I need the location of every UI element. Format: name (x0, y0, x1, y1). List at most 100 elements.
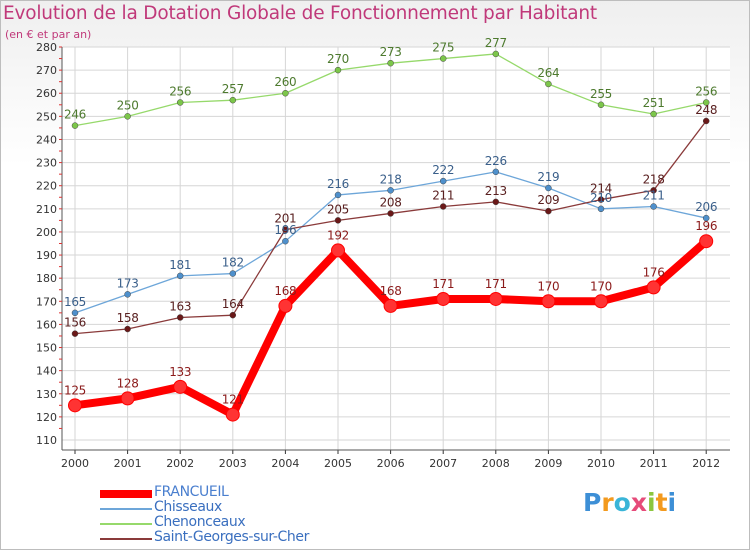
data-point (439, 177, 447, 185)
legend-item: Chenonceaux (100, 514, 400, 531)
data-point (702, 99, 710, 106)
legend-swatch (100, 508, 152, 510)
y-tick-label: 160 (36, 318, 57, 331)
data-label: 256 (695, 84, 717, 98)
data-label: 173 (117, 276, 139, 290)
x-tick-label: 2008 (482, 457, 510, 470)
data-point (282, 237, 289, 245)
data-label: 121 (222, 393, 244, 407)
data-label: 219 (537, 170, 559, 184)
data-label: 171 (485, 277, 507, 291)
legend-swatch (100, 490, 152, 498)
data-point (597, 196, 605, 203)
data-point (702, 117, 710, 125)
data-label: 168 (380, 284, 402, 298)
data-point (229, 96, 237, 104)
data-point (439, 203, 447, 210)
x-tick-label: 2004 (271, 457, 299, 470)
logo-letter: r (601, 488, 614, 517)
y-tick-label: 210 (36, 203, 57, 216)
x-tick-label: 2005 (324, 457, 352, 470)
data-point (282, 226, 289, 233)
data-label: 196 (695, 219, 717, 233)
data-point (334, 191, 342, 199)
data-point (545, 207, 552, 215)
legend-label: FRANCUEIL (154, 484, 229, 500)
logo-letter: o (613, 488, 631, 517)
data-label: 248 (695, 103, 717, 117)
data-label: 128 (117, 376, 139, 390)
legend-item: Saint-Georges-sur-Cher (100, 529, 400, 546)
data-label: 170 (537, 279, 559, 293)
data-point (383, 298, 398, 313)
y-tick-label: 270 (36, 64, 57, 77)
data-point (597, 101, 605, 109)
y-tick-label: 220 (36, 180, 57, 193)
data-label: 270 (327, 52, 349, 66)
data-label: 216 (327, 177, 349, 191)
data-label: 246 (64, 108, 86, 122)
data-label: 277 (485, 36, 507, 50)
y-tick-label: 130 (36, 388, 57, 401)
x-tick-label: 2007 (429, 457, 457, 470)
data-point (699, 234, 714, 249)
y-tick-label: 110 (36, 434, 57, 447)
data-point (594, 294, 608, 309)
x-tick-label: 2000 (61, 457, 89, 470)
data-point (176, 99, 184, 106)
y-tick-label: 280 (36, 41, 57, 54)
proxiti-logo: Proxiti (583, 488, 676, 517)
legend: FRANCUEIL Chisseaux Chenonceaux Saint-Georg… (100, 484, 400, 546)
data-label: 196 (274, 223, 296, 237)
data-label: 201 (274, 212, 296, 226)
logo-letter: i (667, 488, 677, 517)
y-tick-label: 140 (36, 365, 57, 378)
data-label: 181 (169, 258, 191, 272)
data-label: 273 (380, 45, 402, 59)
data-label: 171 (432, 277, 454, 291)
data-label: 214 (590, 182, 612, 196)
data-label: 218 (643, 172, 665, 186)
y-tick-label: 180 (36, 272, 57, 285)
data-label: 256 (169, 84, 191, 98)
data-point (229, 311, 237, 319)
data-label: 170 (590, 279, 612, 293)
data-label: 182 (222, 256, 244, 270)
y-tick-label: 230 (36, 157, 57, 170)
data-point (124, 325, 131, 333)
logo-letter: i (647, 488, 656, 517)
x-tick-label: 2012 (692, 457, 720, 470)
data-label: 260 (274, 75, 296, 89)
data-label: 205 (327, 202, 349, 216)
data-point (436, 291, 451, 306)
data-label: 257 (222, 82, 244, 96)
data-label: 165 (64, 295, 86, 309)
data-point (229, 270, 237, 277)
data-point (646, 280, 661, 295)
chart-title: Evolution de la Dotation Globale de Fonc… (3, 3, 597, 24)
x-tick-label: 2002 (166, 457, 194, 470)
data-label: 210 (590, 191, 612, 205)
data-point (702, 214, 710, 222)
data-label: 211 (432, 189, 454, 203)
legend-label: Chenonceaux (154, 514, 246, 530)
y-tick-label: 150 (36, 342, 57, 355)
data-point (650, 187, 657, 194)
data-point (176, 314, 184, 321)
y-tick-label: 120 (36, 411, 57, 424)
data-point (278, 298, 293, 313)
logo-letter: x (630, 488, 647, 517)
data-point (597, 205, 605, 213)
data-label: 264 (537, 66, 559, 80)
data-point (68, 398, 82, 413)
data-point (492, 168, 500, 176)
data-label: 213 (485, 184, 507, 198)
data-point (492, 198, 500, 206)
x-tick-label: 2003 (219, 457, 247, 470)
data-point (545, 184, 552, 192)
y-tick-label: 190 (36, 249, 57, 262)
data-label: 218 (380, 172, 402, 186)
data-point (282, 89, 289, 97)
data-label: 164 (222, 297, 244, 311)
data-point (387, 187, 394, 194)
